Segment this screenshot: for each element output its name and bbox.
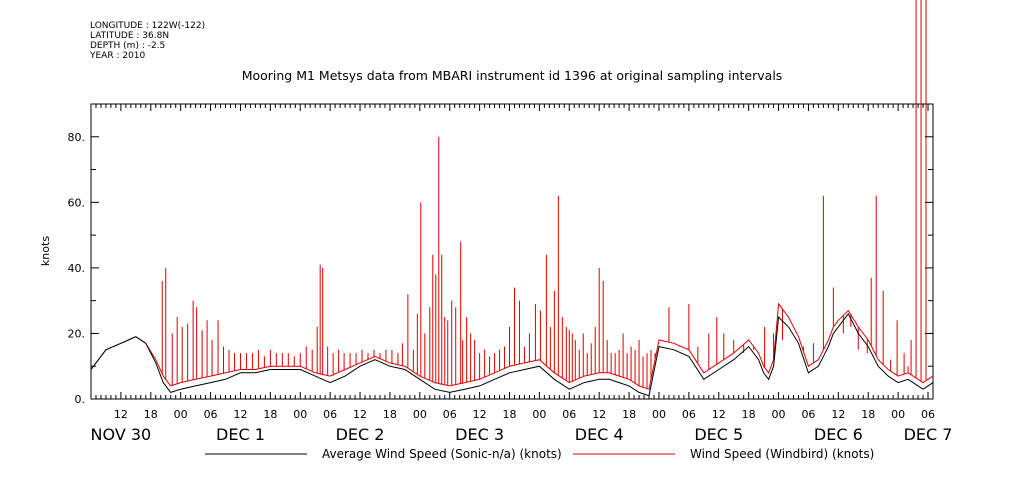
- windbird-spikes: [161, 0, 927, 389]
- x-tick-label: 18: [263, 408, 277, 421]
- latitude-label: LATITUDE : 36.8N: [90, 31, 170, 41]
- x-tick-label: 06: [801, 408, 815, 421]
- x-tick-label: 00: [891, 408, 905, 421]
- plot-frame: [90, 103, 934, 400]
- x-day-label: DEC 1: [216, 425, 265, 444]
- x-day-label: DEC 6: [814, 425, 863, 444]
- y-tick-label: 20.: [68, 327, 86, 340]
- x-tick-label: 12: [233, 408, 247, 421]
- x-tick-label: 06: [323, 408, 337, 421]
- x-tick-label: 12: [353, 408, 367, 421]
- y-axis-label: knots: [39, 236, 52, 266]
- x-tick-label: 18: [861, 408, 875, 421]
- x-day-label: DEC 7: [904, 425, 953, 444]
- x-tick-label: 12: [712, 408, 726, 421]
- x-tick-label: 00: [772, 408, 786, 421]
- x-tick-label: 12: [592, 408, 606, 421]
- series-line-windbird: [90, 302, 934, 390]
- x-tick-label: 18: [144, 408, 158, 421]
- x-day-label: NOV 30: [91, 425, 152, 444]
- y-tick-label: 0.: [75, 393, 86, 406]
- x-day-label: DEC 3: [455, 425, 504, 444]
- x-tick-label: 06: [443, 408, 457, 421]
- year-label: YEAR : 2010: [90, 51, 146, 61]
- x-tick-label: 06: [682, 408, 696, 421]
- x-tick-label: 18: [622, 408, 636, 421]
- x-tick-label: 12: [831, 408, 845, 421]
- series-lines: [90, 302, 934, 397]
- x-tick-label: 18: [503, 408, 517, 421]
- x-tick-label: 00: [532, 408, 546, 421]
- x-tick-label: 00: [174, 408, 188, 421]
- x-tick-label: 18: [383, 408, 397, 421]
- x-day-label: DEC 2: [336, 425, 385, 444]
- y-tick-label: 80.: [68, 131, 86, 144]
- x-tick-label: 12: [473, 408, 487, 421]
- x-tick-label: 06: [562, 408, 576, 421]
- depth-label: DEPTH (m) : -2.5: [90, 41, 166, 51]
- x-day-label: DEC 5: [694, 425, 743, 444]
- x-tick-label: 06: [204, 408, 218, 421]
- metadata-block: LONGITUDE : 122W(-122) LATITUDE : 36.8N …: [90, 21, 205, 61]
- x-tick-label: 00: [293, 408, 307, 421]
- axes: 12 18 00 06 12 18 00 06 12 18 00 06 12 18 00 06 12 18 00 06…: [68, 103, 953, 444]
- x-tick-label: 00: [413, 408, 427, 421]
- longitude-label: LONGITUDE : 122W(-122): [90, 21, 206, 31]
- legend: Average Wind Speed (Sonic-n/a) (knots) W…: [205, 447, 874, 461]
- x-tick-label: 00: [652, 408, 666, 421]
- legend-label-average: Average Wind Speed (Sonic-n/a) (knots): [322, 447, 562, 461]
- series-line-average: [90, 312, 934, 397]
- x-tick-label: 18: [742, 408, 756, 421]
- y-tick-label: 60.: [68, 196, 86, 209]
- y-tick-label: 40.: [68, 262, 86, 275]
- chart-title: Mooring M1 Metsys data from MBARI instru…: [242, 68, 783, 83]
- x-day-label: DEC 4: [575, 425, 624, 444]
- x-tick-label: 06: [921, 408, 935, 421]
- legend-label-windbird: Wind Speed (Windbird) (knots): [690, 447, 874, 461]
- x-tick-label: 12: [114, 408, 128, 421]
